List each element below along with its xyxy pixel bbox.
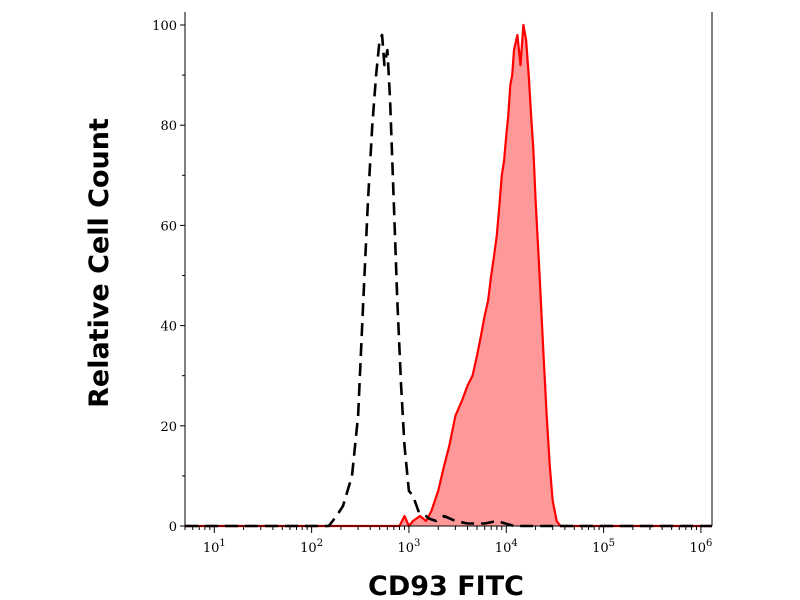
y-tick-label: 80	[160, 119, 177, 134]
x-tick-label: 104	[495, 538, 518, 556]
x-tick-label: 106	[689, 538, 712, 556]
y-tick-label: 60	[160, 219, 177, 234]
x-tick-label: 103	[397, 538, 420, 556]
series-layer	[185, 23, 712, 528]
y-tick-label: 20	[160, 420, 177, 435]
y-axis-ticks: 0 20 40 60 80 100	[152, 19, 185, 535]
x-tick-label: 105	[592, 538, 615, 556]
y-tick-label: 100	[152, 19, 177, 34]
x-tick-label: 101	[203, 538, 226, 556]
y-tick-label: 0	[169, 520, 177, 535]
x-axis-ticks: 101 102 103 104 105 106	[184, 526, 712, 556]
y-tick-label: 40	[160, 320, 177, 335]
y-axis-title: Relative Cell Count	[84, 118, 115, 408]
cd93-stained-histogram-line	[185, 23, 712, 528]
x-axis-title: CD93 FITC	[368, 571, 524, 600]
isotype-control-histogram-line	[185, 33, 712, 528]
x-tick-label: 102	[300, 538, 323, 556]
